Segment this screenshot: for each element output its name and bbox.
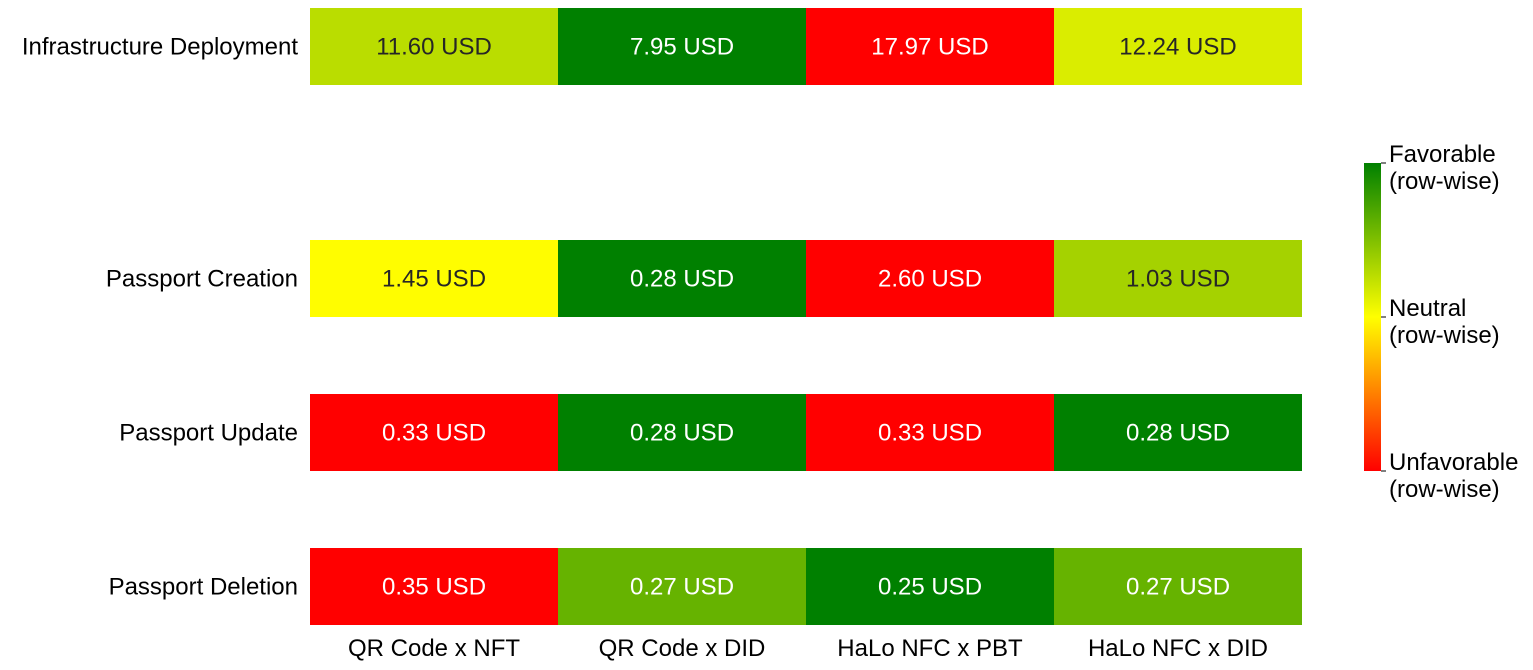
heatmap-cell: [806, 394, 1054, 471]
heatmap-cell: [558, 8, 806, 85]
colorbar-tick-label: Neutral: [1389, 295, 1466, 322]
cell-value-label: 0.33 USD: [878, 420, 982, 447]
column-label: HaLo NFC x PBT: [837, 635, 1023, 662]
column-label: QR Code x DID: [599, 635, 766, 662]
row-label: Passport Deletion: [109, 574, 298, 601]
cell-value-label: 0.35 USD: [382, 574, 486, 601]
cell-value-label: 12.24 USD: [1119, 34, 1236, 61]
heatmap-cell: [806, 548, 1054, 625]
cell-value-label: 0.27 USD: [1126, 574, 1230, 601]
colorbar-gradient: [1364, 163, 1381, 471]
cell-value-label: 1.03 USD: [1126, 266, 1230, 293]
cell-value-label: 1.45 USD: [382, 266, 486, 293]
cell-value-label: 0.27 USD: [630, 574, 734, 601]
column-label: QR Code x NFT: [348, 635, 520, 662]
heatmap-cell: [558, 548, 806, 625]
heatmap-cell: [310, 548, 558, 625]
heatmap-cell: [1054, 8, 1302, 85]
heatmap-cell: [558, 394, 806, 471]
row-label: Passport Creation: [106, 266, 298, 293]
cell-value-label: 0.28 USD: [1126, 420, 1230, 447]
column-label: HaLo NFC x DID: [1088, 635, 1268, 662]
colorbar-tick-sublabel: (row-wise): [1389, 168, 1500, 195]
heatmap-cell: [558, 240, 806, 317]
heatmap-cell: [310, 240, 558, 317]
colorbar: Favorable(row-wise)Neutral(row-wise)Unfa…: [1364, 141, 1518, 503]
heatmap-cell: [1054, 548, 1302, 625]
cell-value-label: 7.95 USD: [630, 34, 734, 61]
heatmap-cell: [310, 8, 558, 85]
column-labels: QR Code x NFT QR Code x DID HaLo NFC x PBT…: [348, 635, 1268, 662]
cell-value-label: 0.33 USD: [382, 420, 486, 447]
heatmap-cells: 11.60 USD 7.95 USD 17.97 USD 12.24 USD 1.45 …: [310, 8, 1302, 625]
heatmap-cell: [806, 240, 1054, 317]
cell-value-label: 0.28 USD: [630, 266, 734, 293]
heatmap-cell: [806, 8, 1054, 85]
cell-value-label: 2.60 USD: [878, 266, 982, 293]
cell-value-label: 0.25 USD: [878, 574, 982, 601]
cell-value-label: 0.28 USD: [630, 420, 734, 447]
cell-value-label: 11.60 USD: [376, 34, 492, 61]
row-label: Infrastructure Deployment: [22, 34, 298, 61]
row-labels: Infrastructure Deployment Passport Creati…: [22, 34, 298, 601]
colorbar-tick-label: Unfavorable: [1389, 449, 1518, 476]
colorbar-tick-label: Favorable: [1389, 141, 1496, 168]
cell-value-label: 17.97 USD: [871, 34, 988, 61]
heatmap-cell: [1054, 240, 1302, 317]
row-label: Passport Update: [119, 420, 298, 447]
colorbar-tick-sublabel: (row-wise): [1389, 322, 1500, 349]
colorbar-tick-sublabel: (row-wise): [1389, 476, 1500, 503]
heatmap-cell: [310, 394, 558, 471]
heatmap-cell: [1054, 394, 1302, 471]
